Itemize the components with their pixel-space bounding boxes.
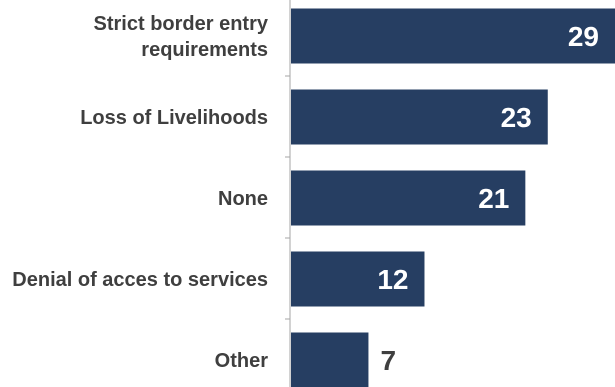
- bar: [291, 251, 425, 307]
- category-label: Denial of acces to services: [12, 269, 268, 291]
- category-label: Other: [215, 350, 269, 372]
- bar-value-label: 23: [501, 102, 532, 133]
- category-label: None: [218, 188, 268, 210]
- bar: [291, 89, 548, 145]
- bar-value-label: 21: [478, 183, 509, 214]
- bar-value-label: 29: [568, 21, 599, 52]
- category-label: Strict border entry requirements: [94, 13, 269, 61]
- bar-value-label: 7: [380, 345, 396, 376]
- bar-value-label: 12: [377, 264, 408, 295]
- category-label: Loss of Livelihoods: [80, 107, 268, 129]
- bar: [291, 8, 615, 64]
- bar: [291, 170, 526, 226]
- bar: [291, 332, 369, 387]
